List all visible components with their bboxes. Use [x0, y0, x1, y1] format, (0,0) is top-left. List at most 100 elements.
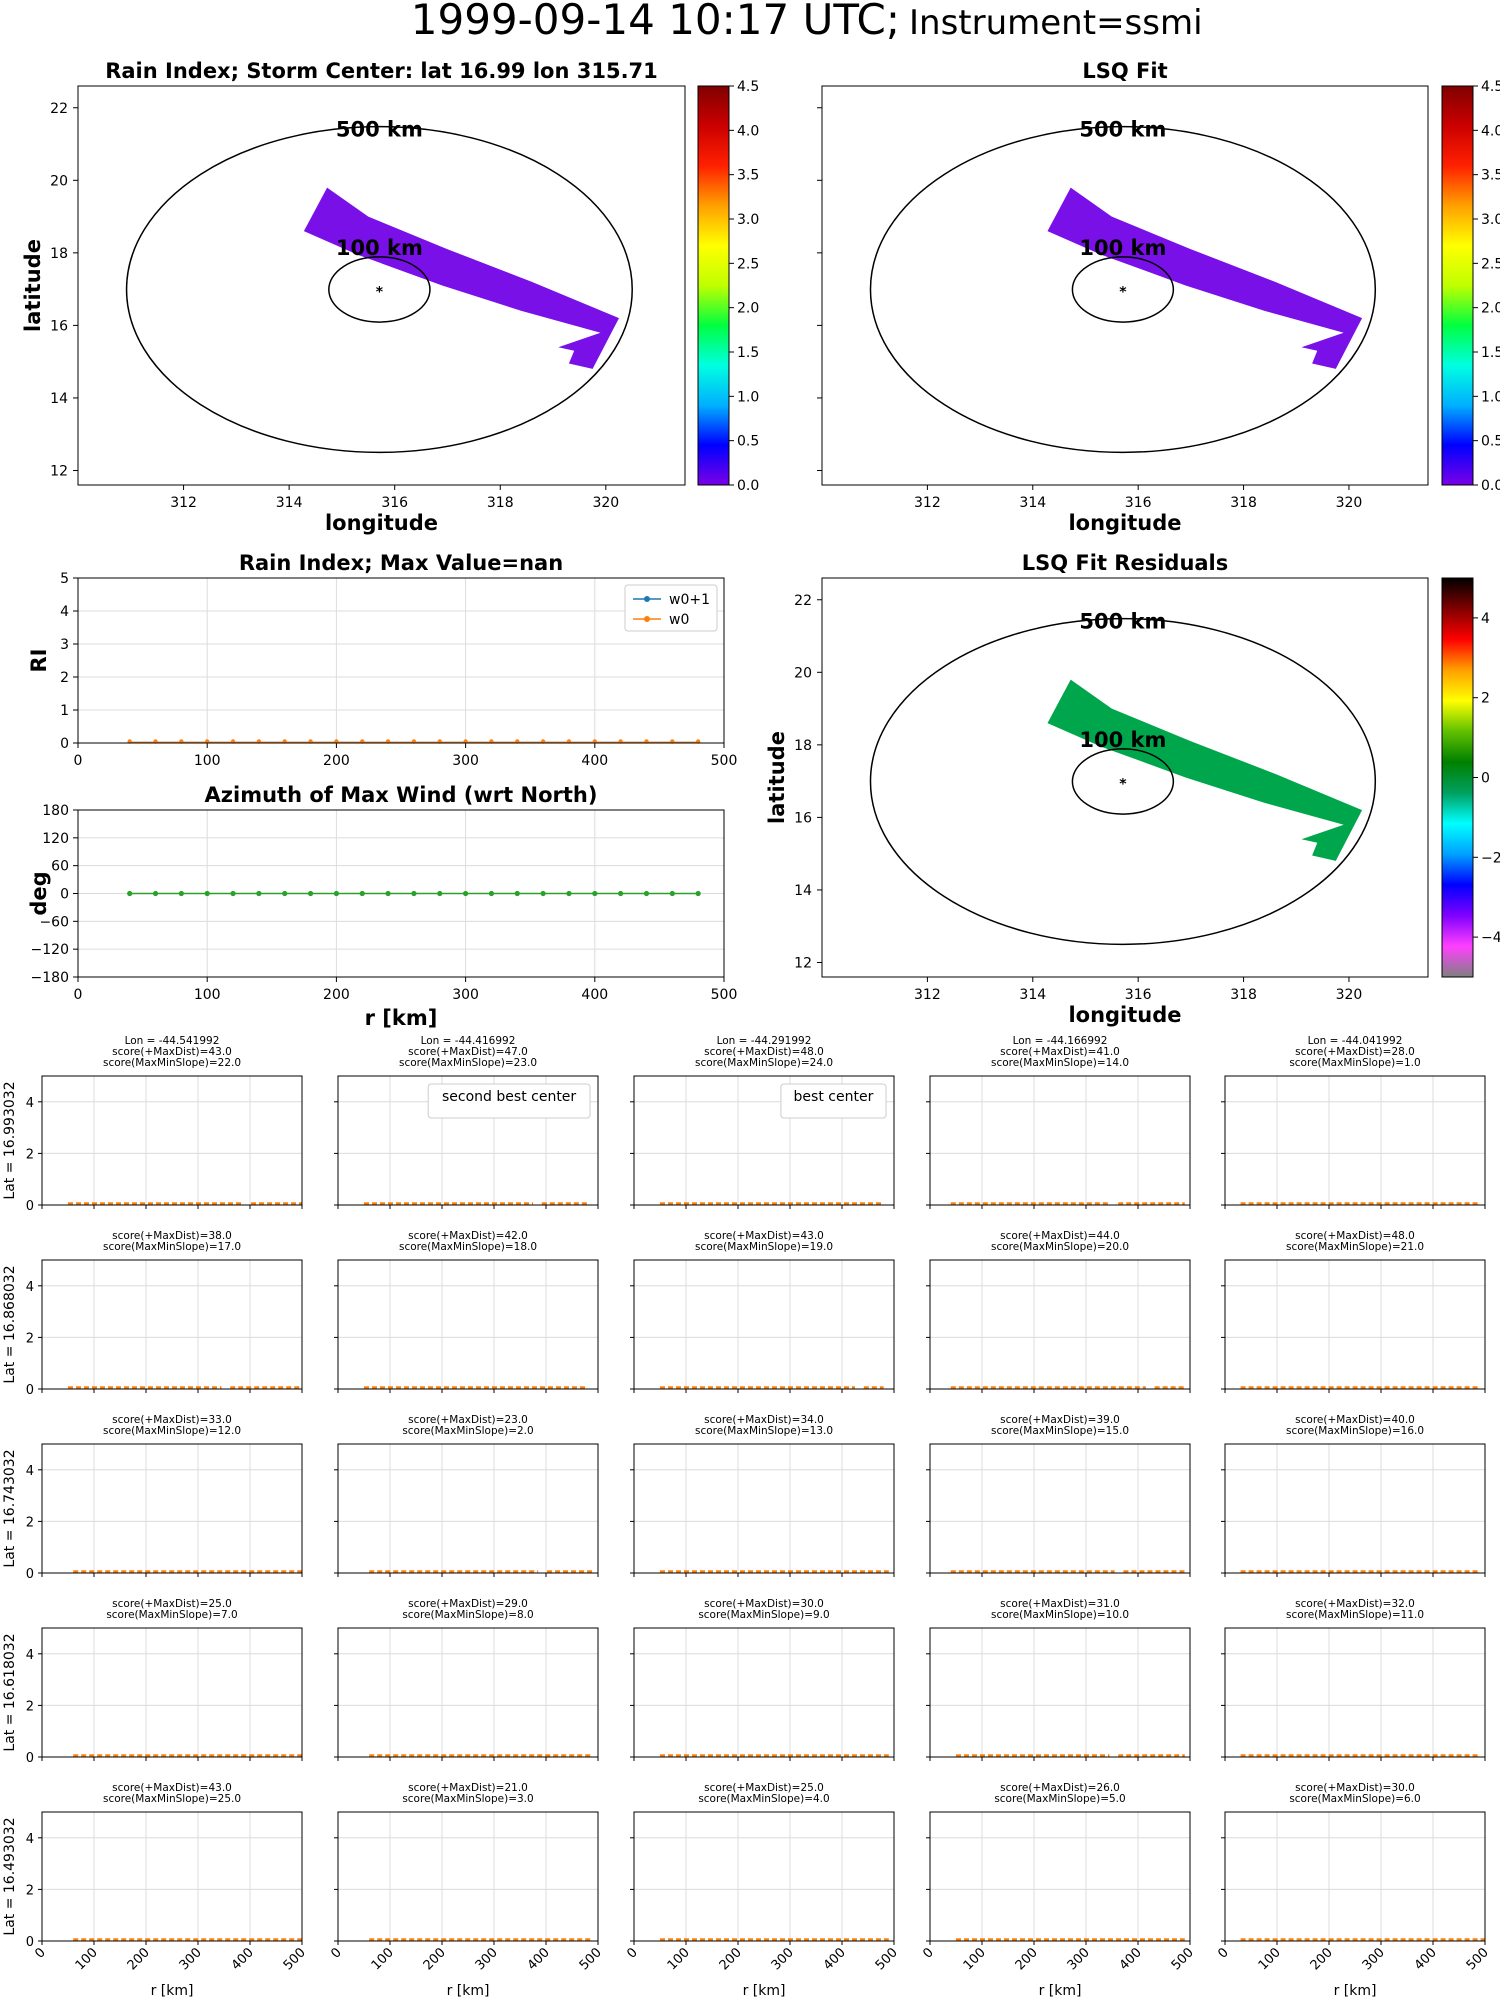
rain_index_map-panel: Rain Index; Storm Center: lat 16.99 lon …: [21, 59, 759, 535]
lsq_residuals_map-title: LSQ Fit Residuals: [1022, 551, 1229, 575]
x-axis-label: longitude: [1068, 511, 1181, 535]
grid-cell: score(+MaxDist)=43.0score(MaxMinSlope)=2…: [2, 1782, 309, 1999]
y-tick-label: 12: [794, 955, 812, 971]
x-tick-label: 314: [1019, 987, 1046, 1003]
y-tick-label: −120: [31, 942, 69, 958]
cell-title-line: score(+MaxDist)=41.0: [1000, 1046, 1120, 1058]
x-axis-label: r [km]: [1334, 1983, 1377, 1999]
y-tick-label: 5: [60, 571, 69, 587]
x-tick-label: 200: [323, 753, 350, 769]
grid-cell: score(+MaxDist)=26.0score(MaxMinSlope)=5…: [920, 1782, 1196, 1999]
colorbar-tick-label: 0.0: [1481, 478, 1500, 494]
grid-cell: Lon = -44.541992score(+MaxDist)=43.0scor…: [2, 1035, 303, 1214]
y-tick-label: 0: [26, 1751, 34, 1766]
colorbar-tick-label: 4.5: [737, 79, 759, 95]
colorbar: [697, 85, 730, 486]
grid-cell: score(+MaxDist)=30.0score(MaxMinSlope)=6…: [1215, 1782, 1491, 1999]
x-tick-label: 400: [525, 1945, 553, 1973]
x-tick-label: 400: [821, 1945, 849, 1973]
legend-label: best center: [794, 1089, 874, 1105]
x-tick-label: 0: [624, 1945, 640, 1961]
cell-title-line: score(+MaxDist)=25.0: [704, 1782, 824, 1794]
cell-title-line: score(+MaxDist)=43.0: [112, 1046, 232, 1058]
azimuth-point: [178, 890, 184, 897]
x-tick-label: 400: [1412, 1945, 1440, 1973]
cell-title-line: score(MaxMinSlope)=19.0: [695, 1241, 833, 1253]
y-tick-label: 16: [50, 318, 68, 334]
y-tick-label: 180: [42, 803, 69, 819]
colorbar-tick-label: 4: [1481, 611, 1490, 627]
cell-title-line: score(MaxMinSlope)=3.0: [402, 1793, 533, 1805]
cell-title-line: score(+MaxDist)=23.0: [408, 1414, 528, 1426]
cell-title-line: score(MaxMinSlope)=24.0: [695, 1057, 833, 1069]
y-tick-label: 0: [26, 1935, 34, 1950]
cell-title-line: score(MaxMinSlope)=2.0: [402, 1425, 533, 1437]
cell-title-line: score(MaxMinSlope)=23.0: [399, 1057, 537, 1069]
axes-frame: [337, 1259, 599, 1390]
y-tick-label: 2: [26, 1883, 34, 1898]
axes-frame: [929, 1443, 1191, 1574]
y-tick-label: 4: [26, 1280, 34, 1295]
y-tick-label: 4: [60, 604, 69, 620]
axes-frame: [633, 1811, 895, 1942]
cell-title-line: score(+MaxDist)=40.0: [1295, 1414, 1415, 1426]
y-tick-label: 3: [60, 637, 69, 653]
cell-title-line: score(MaxMinSlope)=4.0: [698, 1793, 829, 1805]
cell-title-line: score(MaxMinSlope)=15.0: [991, 1425, 1129, 1437]
cell-title-line: score(+MaxDist)=31.0: [1000, 1598, 1120, 1610]
azimuth-point: [695, 890, 701, 897]
x-tick-label: 200: [1308, 1945, 1336, 1973]
cell-title-line: Lon = -44.041992: [1308, 1035, 1403, 1047]
axes-frame: [41, 1443, 303, 1574]
azimuth-point: [592, 890, 598, 897]
cell-title-line: score(+MaxDist)=42.0: [408, 1230, 528, 1242]
cell-title-line: score(+MaxDist)=33.0: [112, 1414, 232, 1426]
y-tick-label: 20: [794, 665, 812, 681]
axes-frame: [77, 85, 686, 486]
cell-title-line: score(+MaxDist)=26.0: [1000, 1782, 1120, 1794]
grid-cell: Lon = -44.041992score(+MaxDist)=28.0scor…: [1221, 1035, 1486, 1209]
x-tick-label: 320: [592, 495, 619, 511]
lsq_residuals_map-panel: LSQ Fit Residuals 500 km 100 km * 312 314 316 3…: [765, 551, 1500, 1027]
x-tick-label: 500: [873, 1945, 901, 1973]
axes-frame: [337, 1443, 599, 1574]
cell-title-line: score(MaxMinSlope)=11.0: [1286, 1609, 1424, 1621]
grid-cell: Lon = -44.416992score(+MaxDist)=47.0scor…: [334, 1035, 599, 1209]
axes-frame: [929, 1811, 1191, 1942]
axes-frame: [1224, 1811, 1486, 1942]
y-tick-label: 0: [26, 1199, 34, 1214]
rain_index_profile-title: Rain Index; Max Value=nan: [239, 551, 563, 575]
colorbar-tick-label: 1.0: [737, 389, 759, 405]
cell-title-line: score(+MaxDist)=30.0: [704, 1598, 824, 1610]
x-tick-label: 0: [328, 1945, 344, 1961]
azimuth-point: [540, 890, 546, 897]
y-tick-label: 0: [60, 736, 69, 752]
y-tick-label: 14: [50, 391, 68, 407]
grid-cell: score(+MaxDist)=30.0score(MaxMinSlope)=9…: [630, 1598, 895, 1761]
cell-title-line: Lon = -44.541992: [125, 1035, 220, 1047]
legend-box: [427, 1083, 591, 1119]
x-tick-label: 0: [74, 987, 83, 1003]
rain_index_map-title: Rain Index; Storm Center: lat 16.99 lon …: [105, 59, 658, 83]
cell-title-line: score(MaxMinSlope)=5.0: [994, 1793, 1125, 1805]
ring-100km: [1071, 256, 1175, 323]
ring-500km: [125, 125, 633, 454]
figure-title-instrument: Instrument=ssmi: [909, 3, 1203, 43]
y-tick-label: 0: [60, 887, 69, 903]
cell-title-line: score(+MaxDist)=30.0: [1295, 1782, 1415, 1794]
axes-frame: [1224, 1259, 1486, 1390]
colorbar-tick-label: 4.5: [1481, 79, 1500, 95]
x-tick-label: 400: [581, 753, 608, 769]
legend-label: w0: [669, 612, 689, 628]
axes-frame: [41, 1075, 303, 1206]
azimuth-point: [359, 890, 365, 897]
azimuth-point: [618, 890, 624, 897]
legend-box: [780, 1083, 887, 1119]
y-tick-label: 4: [26, 1832, 34, 1847]
cell-title-line: score(MaxMinSlope)=18.0: [399, 1241, 537, 1253]
y-tick-label: 2: [26, 1699, 34, 1714]
grid-cell: score(+MaxDist)=29.0score(MaxMinSlope)=8…: [334, 1598, 599, 1761]
azimuth-point: [282, 890, 288, 897]
x-tick-label: 400: [229, 1945, 257, 1973]
